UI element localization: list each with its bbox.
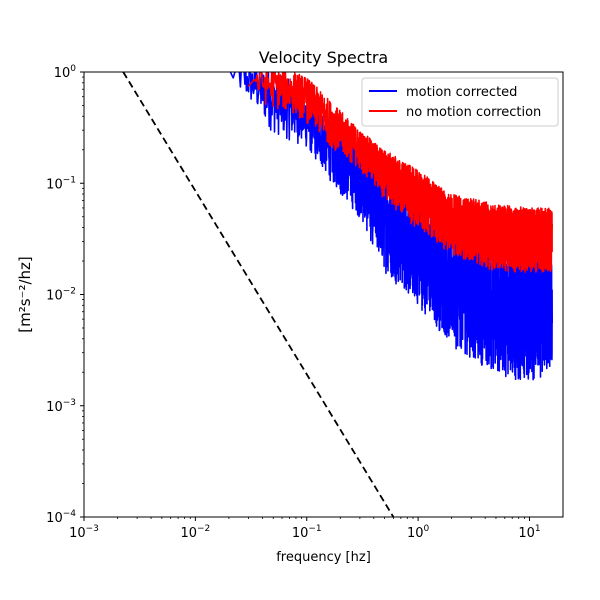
y-tick-label: 10−1 — [46, 175, 76, 192]
x-tick-label: 10−3 — [69, 524, 99, 541]
y-tick-label: 100 — [54, 64, 77, 81]
chart-title: Velocity Spectra — [259, 48, 388, 67]
y-tick-label: 10−2 — [46, 287, 76, 304]
x-tick-label: 10−1 — [292, 524, 322, 541]
legend-label-no-motion-correction: no motion correction — [406, 105, 541, 120]
legend-box — [361, 77, 559, 127]
x-tick-label: 10−2 — [180, 524, 210, 541]
series-layer — [122, 72, 553, 517]
x-tick-label: 101 — [518, 524, 540, 541]
y-axis-label: [m²s⁻²/hz] — [16, 256, 34, 333]
legend: motion corrected no motion correction — [361, 77, 559, 127]
series-line-no-motion-correction — [247, 72, 553, 273]
plot-frame — [83, 71, 564, 518]
x-axis-label: frequency [hz] — [276, 550, 371, 565]
y-tick-label: 10−4 — [46, 509, 76, 526]
legend-label-motion-corrected: motion corrected — [406, 85, 517, 100]
reference-slope-line — [122, 72, 395, 517]
x-tick-label: 100 — [407, 524, 430, 541]
y-tick-label: 10−3 — [46, 398, 76, 415]
